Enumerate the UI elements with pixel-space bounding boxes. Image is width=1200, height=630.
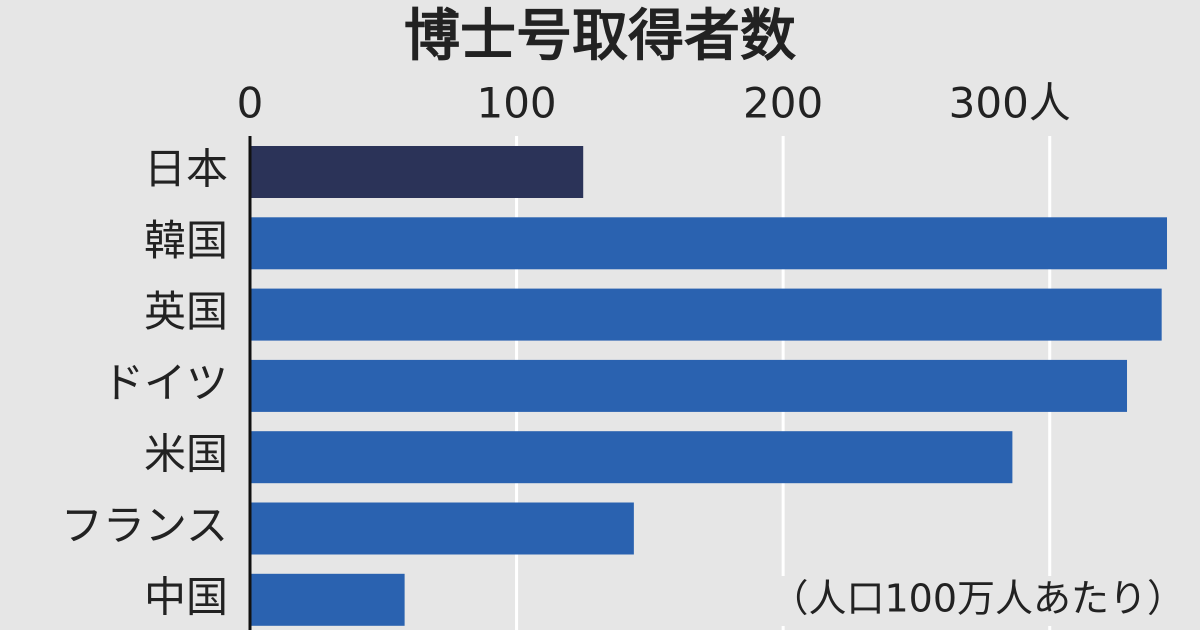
bar xyxy=(250,146,584,198)
chart-title: 博士号取得者数 xyxy=(404,4,796,69)
bar xyxy=(250,431,1013,484)
x-tick-label: 100 xyxy=(476,79,556,128)
note: （人口100万人あたり） xyxy=(770,577,1185,621)
bar xyxy=(250,217,1168,270)
note-background xyxy=(720,576,1190,626)
bar xyxy=(250,288,1162,341)
y-tick-label: ドイツ xyxy=(102,358,228,407)
y-tick-label: 中国 xyxy=(144,572,228,621)
bar xyxy=(250,502,634,555)
x-tick-label: 200 xyxy=(743,79,823,128)
bar xyxy=(250,573,405,626)
y-tick-label: 韓国 xyxy=(144,216,228,265)
y-tick-label: 英国 xyxy=(144,287,228,336)
y-tick-label: フランス xyxy=(61,501,228,550)
x-tick-label: 0 xyxy=(237,79,264,128)
y-tick-label: 米国 xyxy=(144,430,228,479)
bar xyxy=(250,359,1128,412)
y-tick-label: 日本 xyxy=(144,145,228,194)
x-tick-label: 300人 xyxy=(949,79,1071,128)
